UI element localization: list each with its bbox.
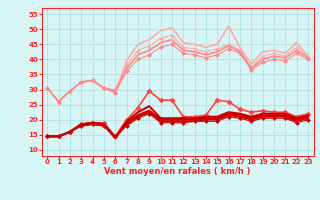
X-axis label: Vent moyen/en rafales ( km/h ): Vent moyen/en rafales ( km/h ) [104, 167, 251, 176]
